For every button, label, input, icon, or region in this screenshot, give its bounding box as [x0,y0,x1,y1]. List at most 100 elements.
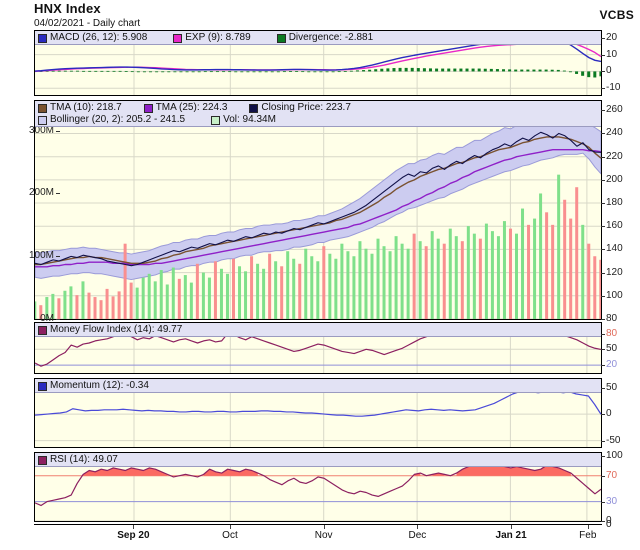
y-tick-label-macd: -10 [606,82,621,94]
series-closing-price [35,131,601,267]
legend-swatch-icon [173,34,183,43]
x-tick-label: Sep 20 [117,530,150,541]
y-tick-mark [601,501,605,503]
legend-item[interactable]: RSI (14): 49.07 [38,454,118,466]
volume-tick-mark [56,193,60,195]
macd-legend: MACD (26, 12): 5.908 EXP (9): 8.789 Diverg… [35,31,601,45]
y-tick-label-price: 240 [606,127,623,139]
legend-swatch-icon [38,456,47,465]
y-tick-label-rsi: 0 [606,515,612,526]
legend-item[interactable]: TMA (10): 218.7 [38,102,122,114]
y-tick-label-momentum: -50 [606,434,621,446]
panel-price[interactable]: TMA (10): 218.7 TMA (25): 224.3 Closing Pr… [34,100,602,320]
legend-label: Closing Price: 223.7 [261,102,351,113]
x-tick-label: Oct [222,530,238,541]
x-tick-label: Dec [408,530,427,541]
y-tick-mark [601,133,605,135]
x-tick-label: Feb [579,530,597,541]
y-tick-label-rsi: 100 [606,450,623,462]
volume-tick-label: 300M [28,124,54,136]
volume-tick-label: 200M [28,187,54,199]
y-tick-label-rsi: 70 [606,469,618,481]
money-flow-index-legend: Money Flow Index (14): 49.77 [35,323,601,337]
legend-swatch-icon [38,116,47,125]
y-tick-mark [601,456,605,458]
y-tick-label-price: 220 [606,150,623,162]
overbought-fill [83,462,571,476]
x-tick-mark [133,524,135,529]
legend-label: TMA (10): 218.7 [50,102,122,113]
legend-label: Bollinger (20, 2): 205.2 - 241.5 [50,114,186,125]
panel-rsi[interactable]: RSI (14): 49.07 [34,452,602,522]
brand-watermark: VCBS [599,8,634,22]
y-tick-label-momentum: 50 [606,381,618,393]
rsi-legend: RSI (14): 49.07 [35,453,601,467]
y-tick-label-momentum: 0 [606,408,612,420]
y-tick-mark [601,88,605,90]
legend-item[interactable]: TMA (25): 224.3 [143,102,228,114]
y-tick-mark [601,179,605,181]
page-title: HNX Index [34,1,101,16]
legend-swatch-icon [211,116,221,125]
y-tick-mark [601,249,605,251]
x-tick-mark [511,524,513,529]
legend-row: Momentum (12): -0.34 [38,380,601,392]
y-tick-label-rsi: 30 [606,495,618,507]
legend-row: TMA (10): 218.7 TMA (25): 224.3 Closing Pr… [38,102,601,114]
y-tick-mark [601,110,605,112]
chart-subtitle: 04/02/2021 - Daily chart [34,18,141,29]
legend-swatch-icon [38,34,47,43]
legend-item[interactable]: Closing Price: 223.7 [249,102,351,114]
legend-item[interactable]: Momentum (12): -0.34 [38,380,149,392]
series-tma10 [35,136,601,266]
legend-label: MACD (26, 12): 5.908 [50,32,148,43]
series-rsi [35,462,601,507]
legend-item[interactable]: MACD (26, 12): 5.908 [38,32,147,44]
y-tick-mark [601,295,605,297]
legend-item[interactable]: Bollinger (20, 2): 205.2 - 241.5 [38,114,185,126]
x-tick-mark [229,524,231,529]
y-tick-mark [601,54,605,56]
legend-item[interactable]: EXP (9): 8.789 [173,32,251,44]
legend-row: RSI (14): 49.07 [38,454,601,466]
y-tick-mark [601,414,605,416]
y-tick-mark [601,319,605,320]
y-tick-label-mfi: 20 [606,359,618,371]
divergence-bars [35,67,601,78]
legend-swatch-icon [143,104,153,113]
x-tick-mark [417,524,419,529]
x-tick-label: Nov [314,530,333,541]
y-tick-label-macd: 10 [606,48,618,60]
y-tick-mark [601,387,605,389]
momentum-legend: Momentum (12): -0.34 [35,379,601,393]
x-axis-right-label: 0 [606,519,612,530]
legend-item[interactable]: Vol: 94.34M [211,114,276,126]
y-tick-mark [601,203,605,205]
y-tick-mark [601,475,605,477]
x-axis-line [34,524,602,525]
volume-tick-label: 100M [28,250,54,262]
y-tick-mark [601,226,605,228]
legend-item[interactable]: Divergence: -2.881 [276,32,373,44]
y-tick-label-macd: 20 [606,31,618,43]
volume-tick-mark [56,130,60,132]
y-tick-mark [601,349,605,351]
legend-swatch-icon [38,104,47,113]
price-legend: TMA (10): 218.7 TMA (25): 224.3 Closing Pr… [35,101,601,127]
legend-swatch-icon [276,34,286,43]
panel-momentum[interactable]: Momentum (12): -0.34 [34,378,602,448]
legend-row: Bollinger (20, 2): 205.2 - 241.5 Vol: 94.… [38,114,601,126]
plot-area-price[interactable] [35,101,601,319]
panel-macd[interactable]: MACD (26, 12): 5.908 EXP (9): 8.789 Diverg… [34,30,602,96]
y-tick-label-price: 180 [606,197,623,209]
y-tick-mark [601,71,605,73]
legend-label: Vol: 94.34M [223,114,276,125]
y-tick-label-price: 100 [606,289,623,301]
panel-mfi[interactable]: Money Flow Index (14): 49.77 [34,322,602,374]
volume-bars [35,174,601,319]
legend-label: TMA (25): 224.3 [155,102,228,113]
series-tma25 [35,149,601,268]
legend-label: Money Flow Index (14): 49.77 [50,324,183,335]
legend-item[interactable]: Money Flow Index (14): 49.77 [38,324,182,336]
